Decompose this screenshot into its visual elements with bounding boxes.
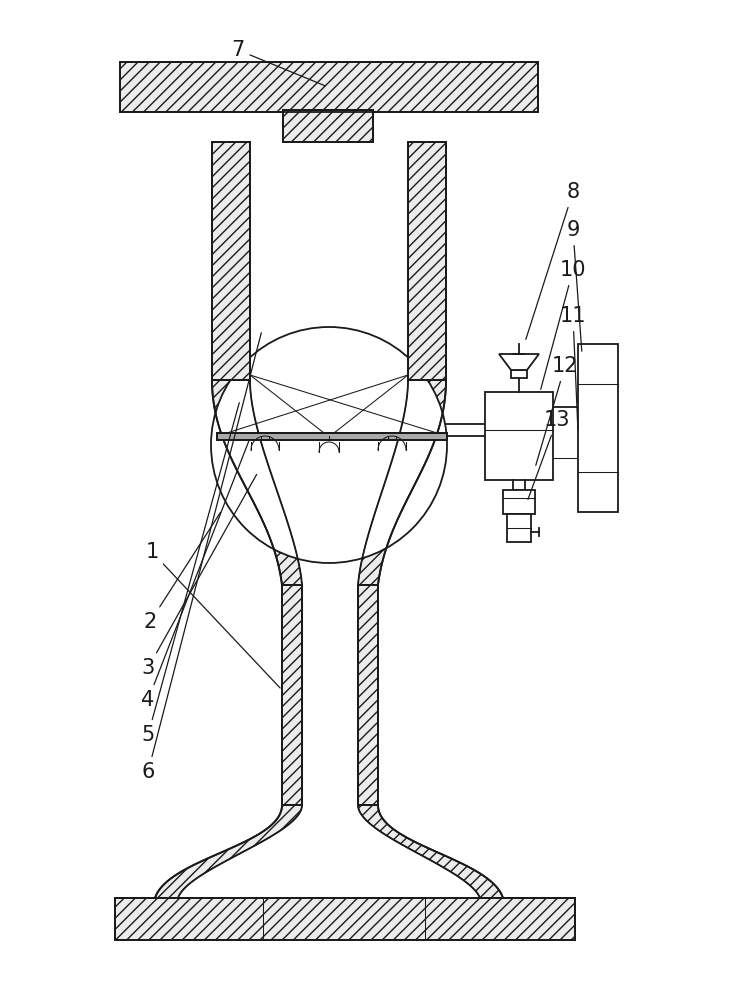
Bar xyxy=(507,514,531,542)
Bar xyxy=(283,110,373,142)
Polygon shape xyxy=(358,805,503,898)
Text: 9: 9 xyxy=(566,220,582,351)
Text: 7: 7 xyxy=(231,40,325,86)
Polygon shape xyxy=(499,354,539,370)
Bar xyxy=(578,344,618,512)
Bar xyxy=(212,142,250,380)
Bar xyxy=(408,142,446,380)
Bar xyxy=(217,433,447,440)
Bar xyxy=(212,142,250,380)
Text: 3: 3 xyxy=(141,474,257,678)
Bar xyxy=(283,110,373,142)
Text: 13: 13 xyxy=(528,410,570,499)
Bar xyxy=(358,585,378,805)
Text: 2: 2 xyxy=(144,512,220,632)
Bar xyxy=(358,585,378,805)
Bar xyxy=(115,898,575,940)
Polygon shape xyxy=(358,380,446,585)
Bar xyxy=(120,62,538,112)
Text: 10: 10 xyxy=(541,260,586,389)
Bar xyxy=(503,490,535,514)
Bar xyxy=(282,585,302,805)
Polygon shape xyxy=(212,380,302,585)
Bar xyxy=(485,392,553,480)
Bar xyxy=(511,370,527,378)
Circle shape xyxy=(211,327,447,563)
Text: 8: 8 xyxy=(526,182,580,339)
Text: 11: 11 xyxy=(560,306,586,429)
Text: 1: 1 xyxy=(145,542,280,688)
Text: 5: 5 xyxy=(141,403,239,745)
Text: 4: 4 xyxy=(141,441,249,710)
Bar xyxy=(120,62,538,112)
Bar xyxy=(115,898,575,940)
Polygon shape xyxy=(155,805,302,898)
Bar xyxy=(217,433,447,440)
Text: 6: 6 xyxy=(141,333,261,782)
Text: 12: 12 xyxy=(536,356,578,465)
Bar xyxy=(282,585,302,805)
Bar xyxy=(408,142,446,380)
